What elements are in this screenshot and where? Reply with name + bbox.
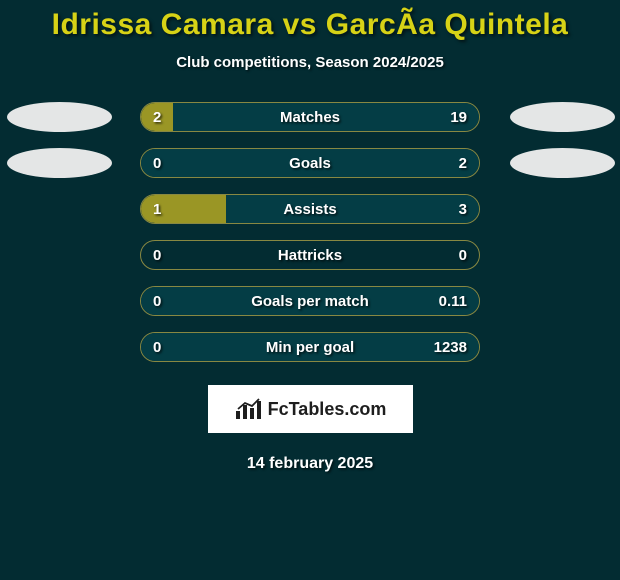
stat-value-right: 0 [459, 247, 467, 264]
bar-fill-right [226, 195, 480, 223]
stat-bar: 2 19 Matches [140, 102, 480, 132]
stat-value-left: 2 [153, 109, 161, 126]
stat-value-left: 0 [153, 339, 161, 356]
stat-label: Goals per match [251, 293, 369, 310]
stat-value-right: 1238 [434, 339, 467, 356]
stat-value-right: 2 [459, 155, 467, 172]
stat-bar: 1 3 Assists [140, 194, 480, 224]
stat-bar: 0 1238 Min per goal [140, 332, 480, 362]
stat-value-right: 19 [450, 109, 467, 126]
stat-value-left: 0 [153, 247, 161, 264]
player-ellipse-left [7, 102, 112, 132]
stat-row: 1 3 Assists [0, 193, 620, 225]
stat-value-right: 0.11 [439, 293, 467, 310]
player-ellipse-right [510, 102, 615, 132]
logo-text: FcTables.com [268, 399, 387, 420]
stat-rows: 2 19 Matches 0 2 Goals 1 3 Assists 0 0 Hattricks 0 0.… [0, 101, 620, 363]
stat-label: Hattricks [278, 247, 342, 264]
player-ellipse-right [510, 148, 615, 178]
stat-bar: 0 0 Hattricks [140, 240, 480, 270]
stat-row: 0 1238 Min per goal [0, 331, 620, 363]
stat-bar: 0 0.11 Goals per match [140, 286, 480, 316]
stat-value-left: 1 [153, 201, 161, 218]
player-ellipse-left [7, 148, 112, 178]
stat-bar: 0 2 Goals [140, 148, 480, 178]
stat-label: Assists [283, 201, 336, 218]
comparison-date: 14 february 2025 [0, 455, 620, 473]
comparison-title: Idrissa Camara vs GarcÃ­a Quintela [0, 8, 620, 42]
stat-value-right: 3 [459, 201, 467, 218]
comparison-subtitle: Club competitions, Season 2024/2025 [0, 54, 620, 71]
stat-label: Goals [289, 155, 331, 172]
stat-row: 0 2 Goals [0, 147, 620, 179]
chart-icon [234, 397, 264, 421]
stat-value-left: 0 [153, 293, 161, 310]
stat-row: 0 0.11 Goals per match [0, 285, 620, 317]
fctables-logo: FcTables.com [208, 385, 413, 433]
stat-row: 0 0 Hattricks [0, 239, 620, 271]
stat-label: Min per goal [266, 339, 354, 356]
stat-row: 2 19 Matches [0, 101, 620, 133]
stat-value-left: 0 [153, 155, 161, 172]
stat-label: Matches [280, 109, 340, 126]
